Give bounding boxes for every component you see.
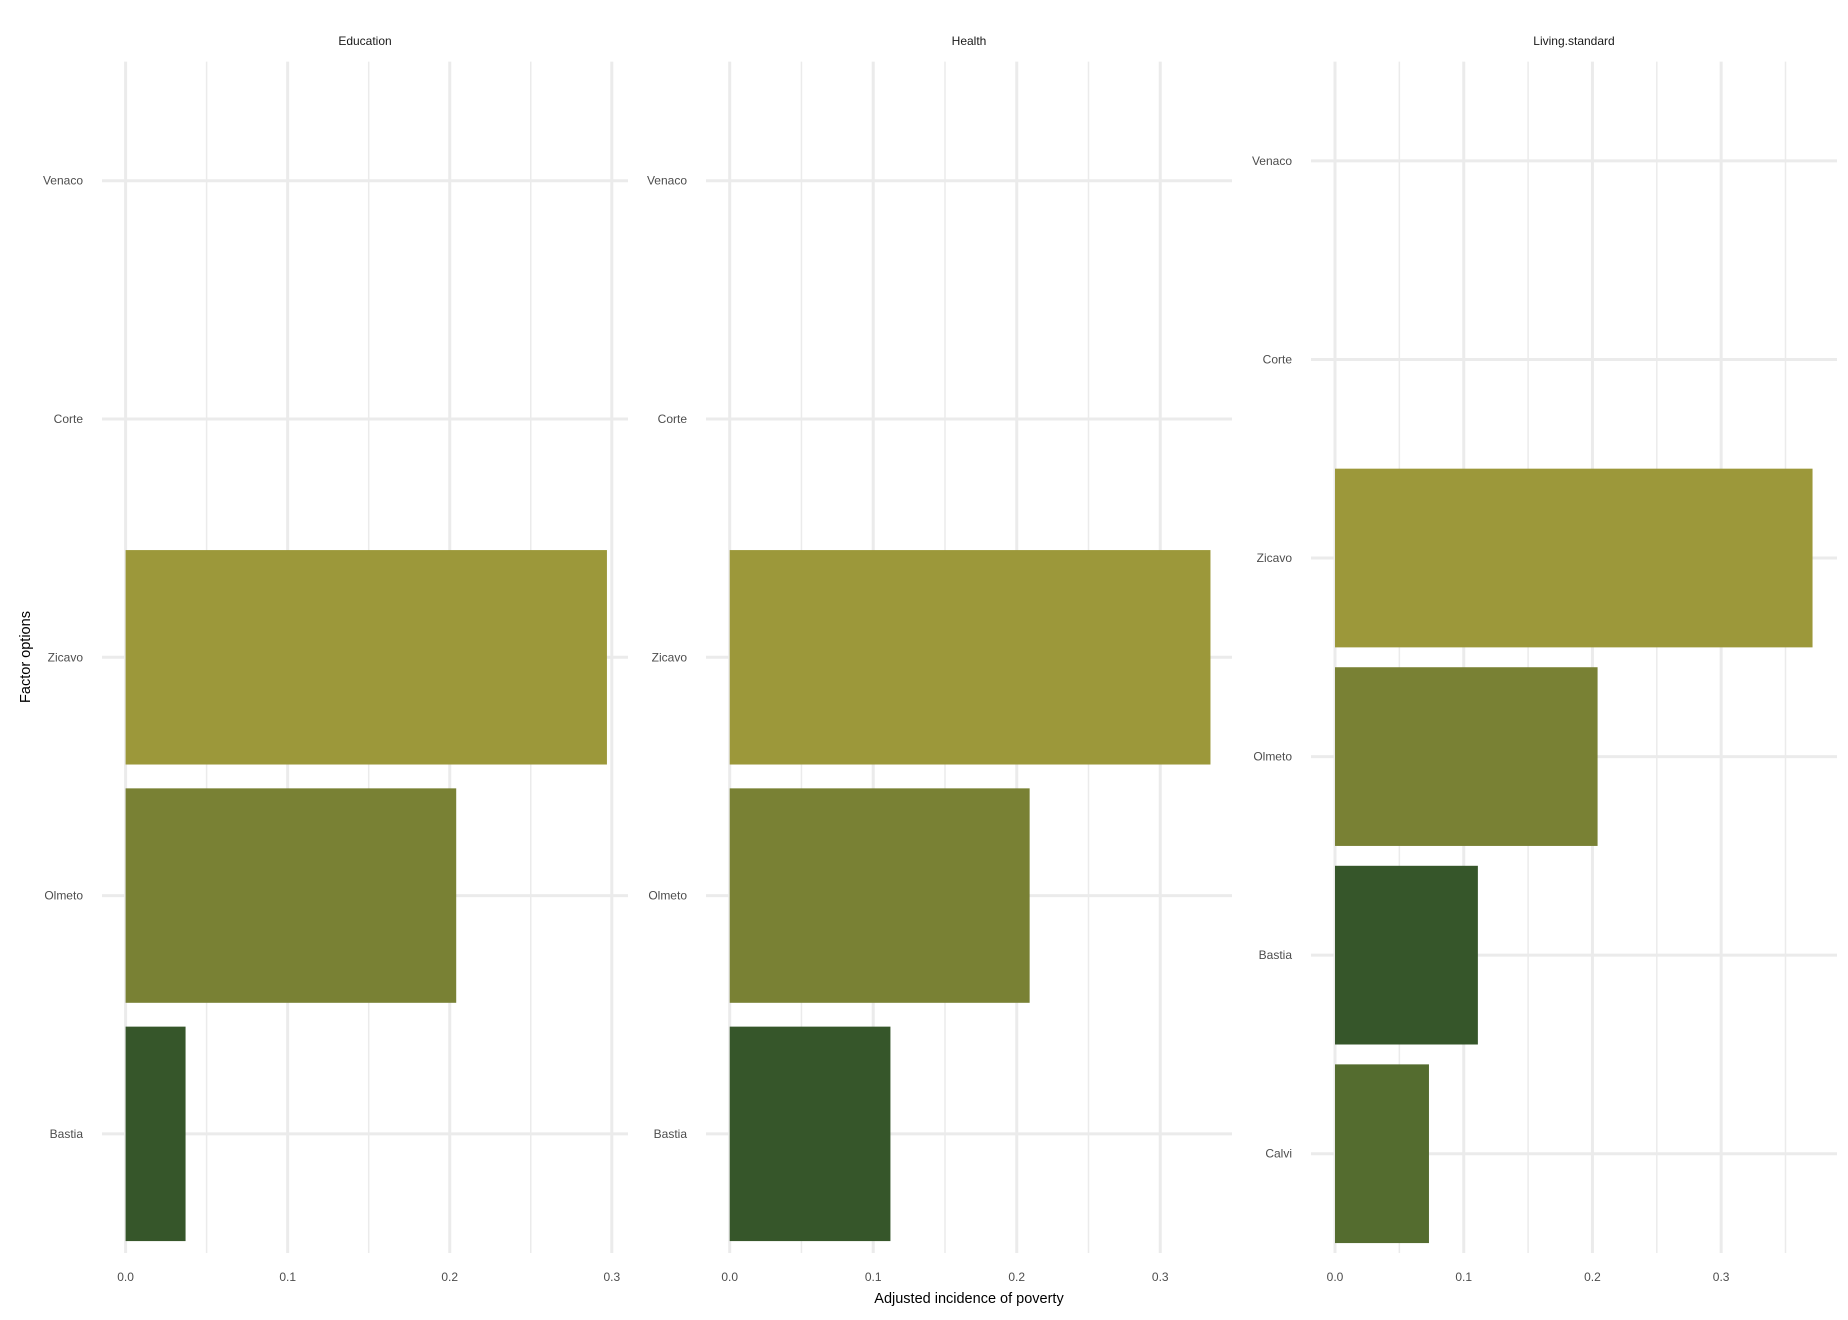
x-tick-label: 0.3: [1713, 1270, 1730, 1284]
y-tick-label: Zicavo: [1257, 551, 1293, 565]
y-tick-label: Corte: [54, 412, 84, 426]
bar-olmeto: [125, 788, 457, 1003]
bar-bastia: [125, 1026, 186, 1242]
x-tick-label: 0.3: [1152, 1270, 1169, 1284]
y-tick-label: Bastia: [654, 1127, 688, 1141]
facet-title: Living.standard: [1533, 34, 1614, 48]
y-tick-label: Corte: [1263, 352, 1293, 366]
y-axis-title: Factor options: [18, 611, 34, 703]
x-tick-label: 0.0: [1327, 1270, 1344, 1284]
x-tick-label: 0.2: [441, 1270, 458, 1284]
panel-living-standard: 0.0 0.1 0.2 0.3 Calvi Bastia Olmeto Zicavo Corte…: [1252, 34, 1837, 1284]
x-tick-label: 0.0: [117, 1270, 134, 1284]
bar-zicavo: [1335, 468, 1813, 648]
x-tick-label: 0.2: [1584, 1270, 1601, 1284]
x-axis-title: Adjusted incidence of poverty: [874, 1291, 1064, 1307]
x-tick-label: 0.0: [721, 1270, 738, 1284]
y-tick-label: Olmeto: [648, 889, 687, 903]
y-tick-label: Calvi: [1265, 1147, 1292, 1161]
y-tick-label: Zicavo: [652, 650, 688, 664]
x-tick-label: 0.3: [603, 1270, 620, 1284]
bar-zicavo: [125, 550, 607, 765]
bar-zicavo: [729, 550, 1211, 765]
y-tick-label: Bastia: [50, 1127, 84, 1141]
facet-title: Health: [952, 34, 987, 48]
bar-olmeto: [729, 788, 1030, 1003]
y-tick-label: Venaco: [1252, 154, 1292, 168]
y-tick-label: Corte: [658, 412, 688, 426]
bar-bastia: [729, 1026, 891, 1242]
panel-education: 0.0 0.1 0.2 0.3 Bastia Olmeto Zicavo Corte Venac…: [43, 34, 628, 1284]
y-tick-label: Olmeto: [1253, 750, 1292, 764]
bar-olmeto: [1335, 667, 1598, 846]
y-tick-label: Olmeto: [44, 889, 83, 903]
y-tick-label: Bastia: [1259, 948, 1293, 962]
bar-calvi: [1335, 1064, 1429, 1244]
y-tick-label: Venaco: [647, 174, 687, 188]
x-tick-label: 0.1: [865, 1270, 882, 1284]
y-tick-label: Venaco: [43, 174, 83, 188]
x-tick-label: 0.1: [279, 1270, 296, 1284]
x-tick-label: 0.1: [1455, 1270, 1472, 1284]
bar-bastia: [1335, 865, 1478, 1045]
y-tick-label: Zicavo: [48, 650, 84, 664]
panel-health: 0.0 0.1 0.2 0.3 Bastia Olmeto Zicavo Corte Venac…: [647, 34, 1232, 1284]
facet-title: Education: [338, 34, 391, 48]
x-tick-label: 0.2: [1008, 1270, 1025, 1284]
